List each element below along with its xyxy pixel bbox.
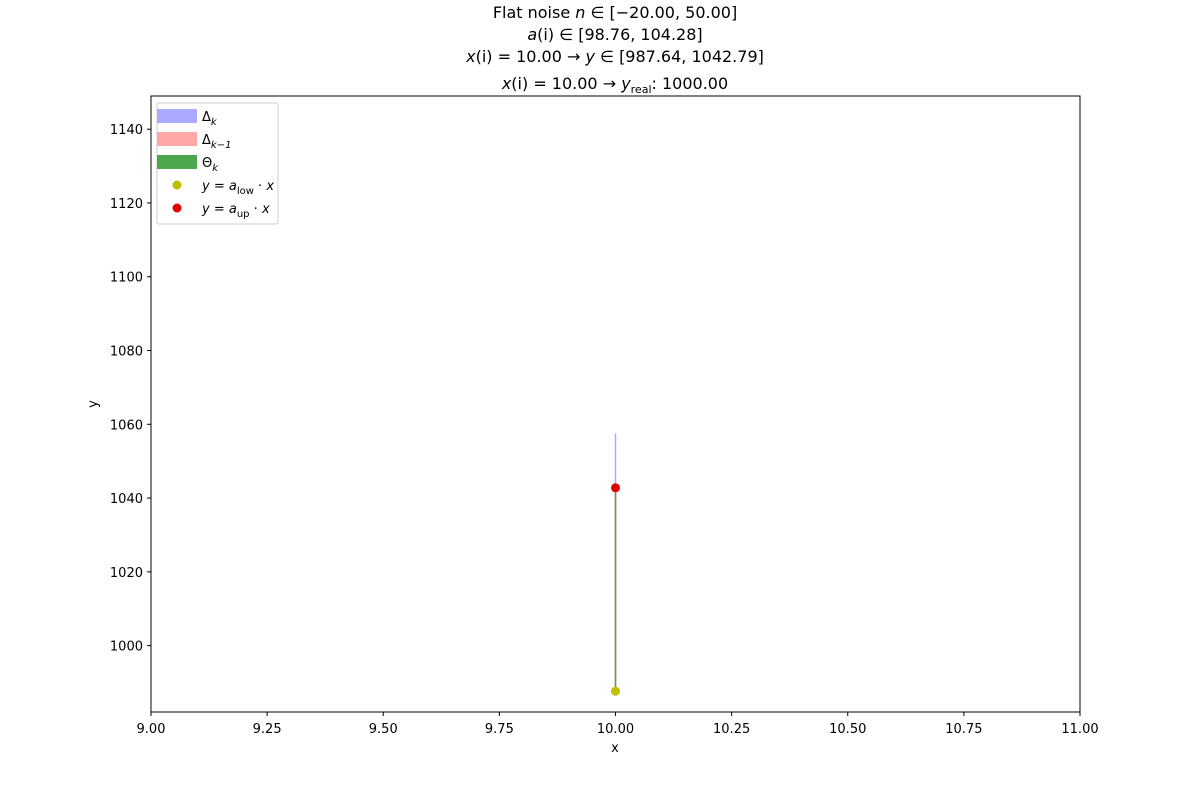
legend-label: Δk−1 (202, 133, 231, 151)
legend-marker (172, 180, 182, 190)
chart-marks (611, 433, 620, 696)
x-tick-label: 10.50 (829, 722, 866, 737)
legend-label: y = aup · x (201, 202, 270, 220)
legend-label: y = alow · x (201, 179, 274, 197)
y-tick-label: 1020 (110, 566, 143, 581)
y-tick-label: 1040 (110, 492, 143, 507)
chart-title: Flat noise n ∈ [−20.00, 50.00] a(i) ∈ [98… (465, 3, 764, 96)
x-axis-label: x (611, 741, 619, 756)
legend-swatch (157, 155, 197, 169)
y-axis: 1000 1020 1040 1060 1080 1100 1120 1140 (110, 123, 151, 655)
data-point (611, 686, 620, 696)
title-line: a(i) ∈ [98.76, 104.28] (527, 25, 702, 44)
x-tick-label: 10.75 (945, 722, 982, 737)
legend-label: Δk (202, 110, 218, 128)
y-tick-label: 1120 (110, 197, 143, 212)
x-tick-label: 9.50 (369, 722, 398, 737)
data-point (611, 483, 620, 493)
x-tick-label: 9.25 (253, 722, 282, 737)
title-line: x(i) = 10.00 → y ∈ [987.64, 1042.79] (465, 47, 764, 66)
title-line: x(i) = 10.00 → yreal: 1000.00 (501, 74, 728, 96)
legend-marker (172, 203, 182, 213)
x-tick-label: 11.00 (1061, 722, 1098, 737)
y-tick-label: 1060 (110, 418, 143, 433)
y-tick-label: 1140 (110, 123, 143, 138)
x-tick-label: 10.25 (713, 722, 750, 737)
title-line: Flat noise n ∈ [−20.00, 50.00] (493, 3, 737, 22)
x-tick-label: 10.00 (597, 722, 634, 737)
y-tick-label: 1000 (110, 640, 143, 655)
y-tick-label: 1080 (110, 345, 143, 360)
legend-swatch (157, 132, 197, 146)
legend: Δk Δk−1 Θk y = alow · x y = aup · x (156, 102, 279, 225)
y-tick-label: 1100 (110, 271, 143, 286)
x-axis: 9.00 9.25 9.50 9.75 10.00 10.25 10.50 10.75 11.0… (137, 712, 1099, 737)
x-tick-label: 9.00 (137, 722, 166, 737)
legend-label: Θk (202, 156, 219, 174)
y-axis-label: y (86, 400, 101, 408)
legend-swatch (157, 109, 197, 123)
x-tick-label: 9.75 (485, 722, 514, 737)
